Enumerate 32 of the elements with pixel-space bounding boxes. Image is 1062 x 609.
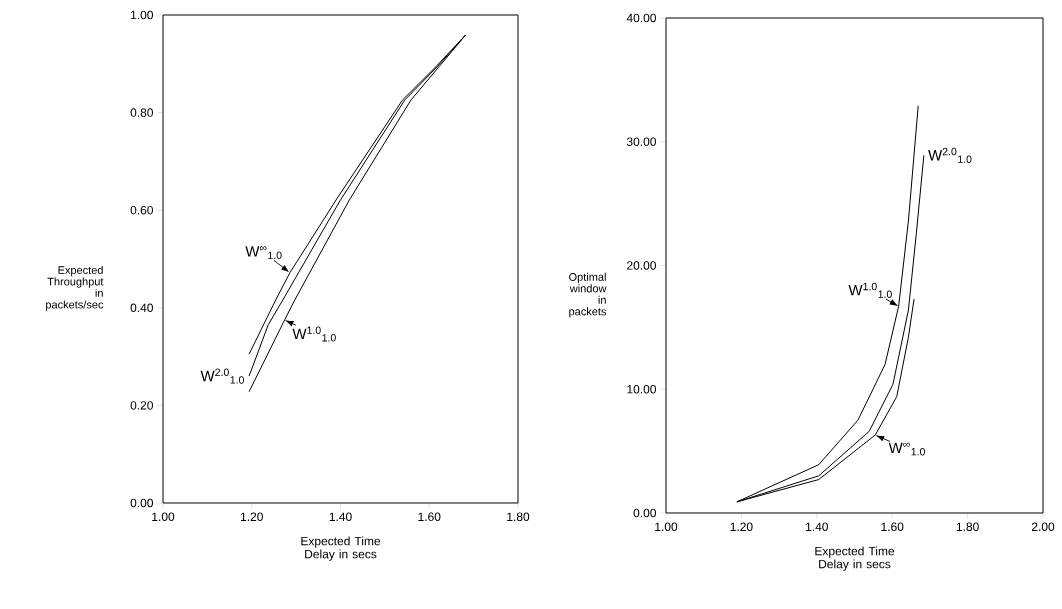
x-tick-label: 2.00 (1031, 522, 1055, 532)
x-tick-label: 1.00 (152, 512, 175, 522)
y-tick-label: 0.60 (130, 205, 154, 215)
x-tick-label: 1.00 (655, 522, 678, 532)
x-tick-label: 1.40 (329, 512, 352, 522)
series-label: W$^{1.0}$1.0 (848, 282, 892, 298)
x-tick-label: 1.80 (956, 522, 979, 532)
legend-label: W$^{∞}$1.0 (888, 442, 925, 456)
series-label: W$^{∞}$1.0 (245, 246, 282, 260)
series-label: W$^{2.0}$1.0 (928, 147, 972, 163)
y-tick-label: 1.00 (131, 10, 154, 20)
y-tick-label: 0.00 (633, 508, 657, 518)
x-axis-title: Expected Time Delay in secs (815, 546, 895, 571)
y-tick-label: 30.00 (626, 137, 657, 146)
y-tick-label: 40.00 (626, 13, 657, 23)
x-tick-label: 1.60 (418, 512, 441, 522)
x-tick-label: 1.40 (806, 522, 829, 532)
y-tick-label: 0.20 (130, 401, 154, 410)
series-label: W$^{2.0}$1.0 (200, 368, 244, 384)
legend-label: W$^{1.0}$1.0 (292, 326, 336, 342)
y-axis-title: Expected Throughput in packets/sec (46, 265, 104, 311)
y-axis-title: Optimal window in packets (569, 272, 607, 318)
y-tick-label: 0.40 (130, 303, 154, 313)
x-tick-label: 1.20 (730, 522, 753, 532)
x-axis-title: Expected Time Delay in secs (301, 536, 381, 561)
y-tick-label: 20.00 (627, 261, 657, 270)
x-tick-label: 1.80 (507, 512, 530, 522)
y-tick-label: 0.80 (130, 108, 154, 117)
y-tick-label: 0.00 (130, 498, 154, 508)
y-tick-label: 10.00 (627, 384, 657, 394)
x-tick-label: 1.60 (881, 522, 904, 532)
x-tick-label: 1.20 (240, 512, 263, 522)
